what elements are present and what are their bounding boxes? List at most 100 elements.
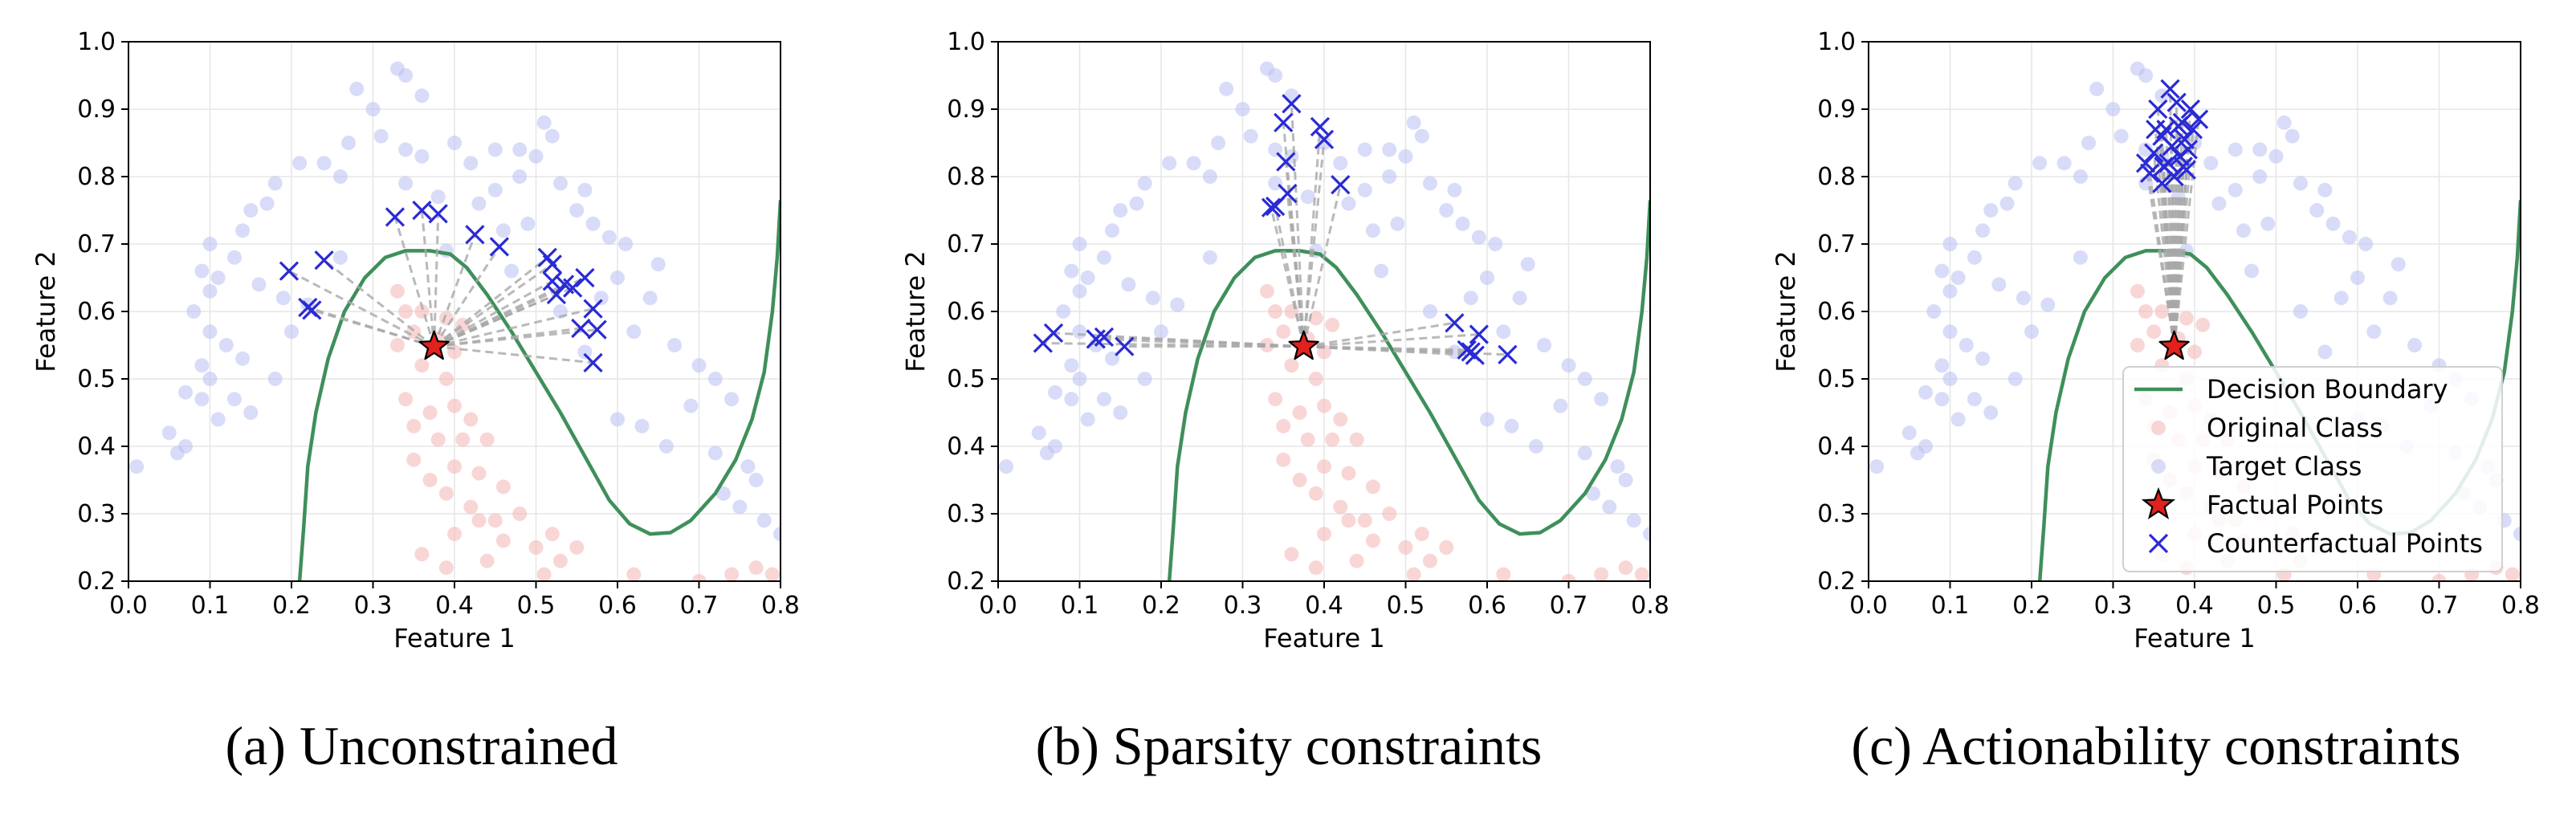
target-class-point [585, 216, 601, 231]
original-class-point [2187, 344, 2202, 360]
target-class-point [2089, 81, 2105, 96]
counterfactual-point [1469, 324, 1489, 344]
y-tick-label: 0.5 [1817, 365, 1856, 393]
target-class-point [1447, 182, 1462, 197]
target-class-point [650, 257, 666, 272]
target-class-point [1594, 392, 1609, 407]
connector-line [433, 256, 548, 348]
original-class-point [1365, 533, 1380, 548]
counterfactual-point [583, 352, 603, 372]
target-class-point [2138, 142, 2154, 157]
counterfactual-point [563, 278, 583, 298]
original-class-point [1422, 553, 1437, 568]
target-class-point [2293, 176, 2308, 191]
original-class-point [1325, 432, 1340, 447]
target-class-point [1064, 392, 1079, 407]
target-class-point [2228, 142, 2243, 157]
y-tick-label: 0.8 [1817, 163, 1856, 191]
factual-point [1288, 330, 1319, 360]
connector-line [323, 258, 435, 348]
target-class-point [1934, 263, 1950, 279]
target-class-point [1975, 223, 1991, 238]
target-class-point [626, 324, 642, 340]
connector-line [433, 234, 476, 348]
counterfactual-point [1274, 112, 1294, 132]
original-class-point [471, 513, 487, 528]
target-class-point [1975, 351, 1991, 366]
original-class-point [1365, 479, 1380, 494]
target-class-point [1072, 237, 1087, 251]
target-class-point [1991, 277, 2007, 292]
target-class-point [1512, 291, 1527, 306]
original-class-point [2130, 338, 2145, 352]
original-class-point [430, 432, 446, 447]
x-tick-label: 0.8 [1631, 592, 1669, 620]
target-class-point [1406, 115, 1421, 130]
target-class-point [267, 372, 283, 386]
target-class-point [1154, 324, 1168, 340]
target-class-point [1950, 412, 1966, 427]
original-class-point [2154, 304, 2170, 319]
target-class-point [2252, 169, 2268, 184]
connector-line [2173, 122, 2184, 347]
original-class-point [406, 452, 422, 467]
target-class-point [2513, 527, 2521, 542]
counterfactual-point [2144, 143, 2164, 163]
factual-point [418, 330, 450, 360]
target-class-point [1983, 203, 1999, 218]
target-class-point [1926, 304, 1942, 319]
target-class-point [161, 425, 177, 441]
target-class-point [1528, 439, 1543, 454]
target-class-point [2285, 128, 2300, 144]
original-class-point [414, 547, 430, 562]
x-tick-label: 0.0 [979, 592, 1017, 620]
target-class-point [1333, 156, 1348, 171]
target-class-point [667, 338, 683, 352]
counterfactual-point [1331, 174, 1351, 195]
original-class-point [1308, 486, 1323, 501]
target-class-point [202, 372, 218, 386]
target-class-point [691, 358, 707, 373]
target-class-point [2007, 372, 2023, 386]
target-class-point [1268, 176, 1283, 191]
counterfactual-point [571, 318, 591, 339]
original-class-point [1284, 358, 1299, 373]
legend-label: Decision Boundary [2207, 374, 2448, 405]
connector-line [1303, 333, 1479, 348]
x-tick-label: 0.1 [1931, 592, 1970, 620]
target-class-point [732, 499, 748, 515]
counterfactual-point [1498, 344, 1518, 364]
target-class-point [1610, 459, 1625, 474]
target-class-point [1357, 182, 1372, 197]
target-class-point [715, 486, 731, 501]
connector-line [1290, 104, 1306, 347]
x-tick-label: 0.5 [1387, 592, 1425, 620]
original-class-point [724, 567, 740, 581]
counterfactual-point [1282, 94, 1302, 114]
target-class-point [2317, 344, 2333, 360]
target-class-point [1488, 237, 1503, 251]
target-class-point [1284, 88, 1299, 104]
connector-line [433, 262, 553, 348]
target-class-point [1934, 358, 1950, 373]
target-class-point [1463, 291, 1478, 306]
counterfactual-point [2172, 112, 2192, 132]
target-class-point [316, 156, 332, 171]
original-class-point [438, 560, 454, 576]
decision-boundary-line [1167, 200, 1650, 581]
target-class-point [2007, 176, 2023, 191]
target-class-point [1934, 392, 1950, 407]
connector-line [1302, 139, 1326, 347]
counterfactual-point [542, 254, 562, 275]
target-class-point [365, 102, 381, 116]
counterfactual-point [1445, 313, 1465, 333]
x-tick-label: 0.3 [354, 592, 393, 620]
original-class-point [414, 358, 430, 373]
y-tick-label: 1.0 [1817, 28, 1856, 56]
legend-label: Counterfactual Points [2207, 528, 2483, 559]
target-class-point [1113, 405, 1128, 420]
y-tick-label: 0.7 [77, 230, 116, 258]
target-class-point [1967, 250, 1982, 265]
target-class-point [2252, 142, 2268, 157]
connector-line [288, 270, 435, 348]
